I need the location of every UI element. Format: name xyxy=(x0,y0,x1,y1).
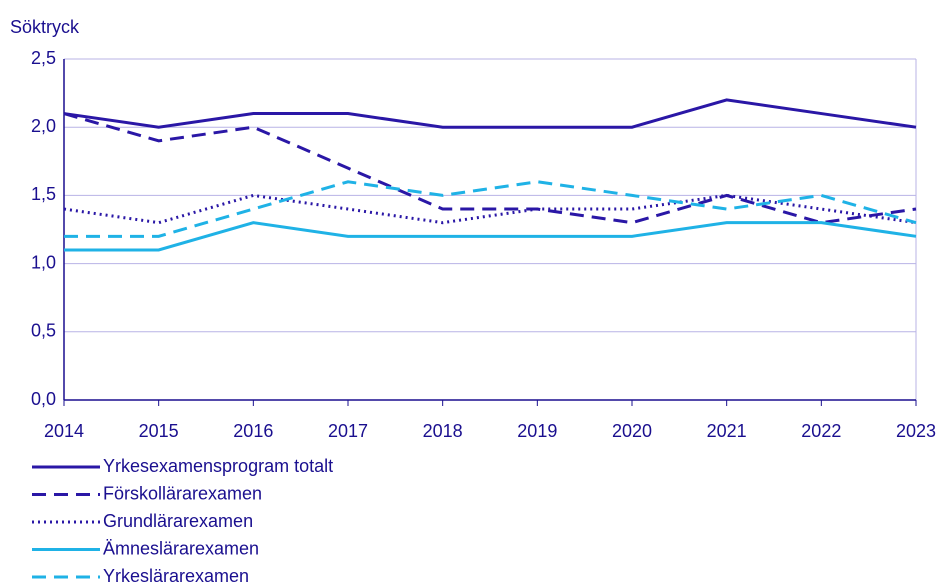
y-tick-label: 1,0 xyxy=(31,252,56,272)
x-tick-label: 2023 xyxy=(896,421,936,441)
x-tick-label: 2016 xyxy=(233,421,273,441)
x-tick-label: 2014 xyxy=(44,421,84,441)
y-tick-label: 1,5 xyxy=(31,184,56,204)
x-tick-label: 2019 xyxy=(517,421,557,441)
series-line xyxy=(63,112,917,225)
legend-label: Grundlärarexamen xyxy=(103,511,253,531)
series-line xyxy=(63,193,917,225)
y-tick-label: 2,0 xyxy=(31,116,56,136)
x-tick-label: 2018 xyxy=(423,421,463,441)
legend-label: Yrkeslärarexamen xyxy=(103,566,249,586)
legend-label: Förskollärarexamen xyxy=(103,483,262,503)
x-tick-label: 2015 xyxy=(139,421,179,441)
series-line xyxy=(63,98,917,129)
y-tick-label: 0,5 xyxy=(31,321,56,341)
x-tick-label: 2022 xyxy=(801,421,841,441)
x-tick-label: 2021 xyxy=(707,421,747,441)
x-tick-label: 2017 xyxy=(328,421,368,441)
y-axis-label: Söktryck xyxy=(10,17,80,37)
series-line xyxy=(64,180,917,238)
series-line xyxy=(64,221,917,252)
y-tick-label: 0,0 xyxy=(31,389,56,409)
legend-label: Ämneslärarexamen xyxy=(103,538,259,558)
legend-label: Yrkesexamensprogram totalt xyxy=(103,456,333,476)
y-tick-label: 2,5 xyxy=(31,48,56,68)
x-tick-label: 2020 xyxy=(612,421,652,441)
